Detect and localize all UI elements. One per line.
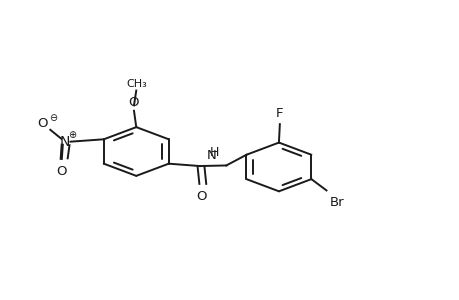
Text: ⊕: ⊕ bbox=[68, 130, 76, 140]
Text: N: N bbox=[60, 135, 70, 149]
Text: O: O bbox=[56, 166, 67, 178]
Text: ⊖: ⊖ bbox=[49, 113, 57, 124]
Text: H: H bbox=[210, 146, 219, 159]
Text: N: N bbox=[206, 149, 216, 162]
Text: O: O bbox=[129, 96, 139, 109]
Text: CH₃: CH₃ bbox=[126, 79, 146, 89]
Text: Br: Br bbox=[329, 196, 344, 209]
Text: F: F bbox=[275, 107, 283, 120]
Text: O: O bbox=[196, 190, 207, 203]
Text: O: O bbox=[38, 117, 48, 130]
